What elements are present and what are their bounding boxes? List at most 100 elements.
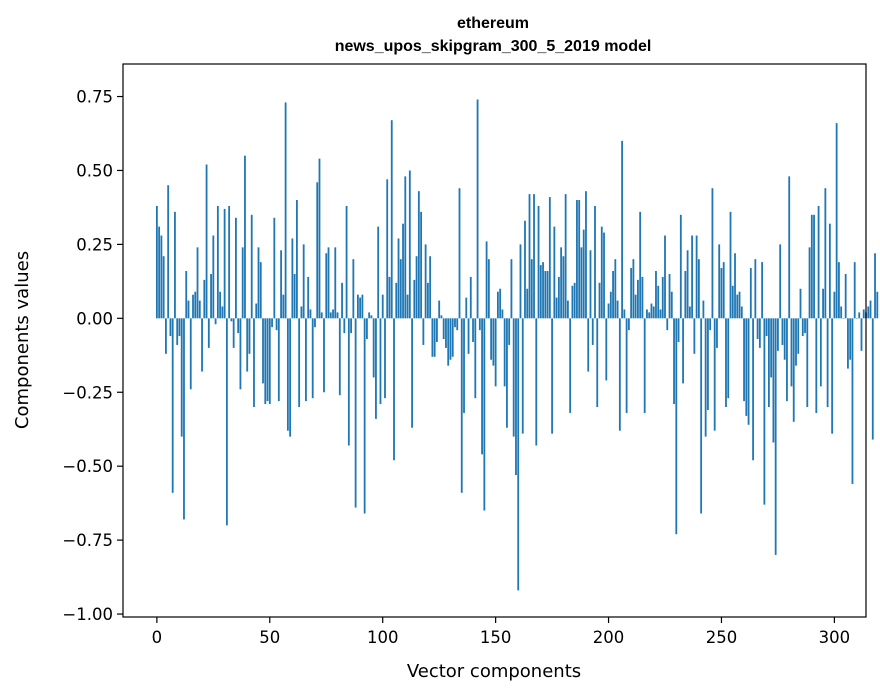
bar [458,188,461,319]
bar [268,318,271,405]
bar [582,229,585,319]
bar [621,140,623,319]
bar [350,318,352,334]
bar [591,318,594,345]
bar [445,318,447,348]
bar [528,194,531,319]
bar [332,309,334,319]
bar [756,318,759,340]
bar [783,318,786,360]
x-tick-label: 100 [367,628,399,647]
bar [573,282,576,319]
bar [377,226,380,319]
bar [716,318,718,348]
bar [356,294,359,319]
bar [605,318,608,381]
bar [255,303,258,319]
bar [354,318,357,508]
bar [795,318,797,366]
bar [237,318,240,334]
bar [158,226,161,319]
bar [183,318,185,520]
bar [860,318,863,351]
y-tick-label: −0.75 [62,531,113,550]
bar [395,282,398,319]
bar [363,318,366,514]
bar [867,306,870,319]
bar [456,318,459,331]
bar [657,285,660,319]
bar [695,235,698,319]
bar [616,300,619,319]
bar [752,318,754,461]
bar [492,318,495,366]
bar [169,318,172,337]
bar [585,191,587,319]
bar [474,318,477,399]
bar [828,223,831,319]
bar [774,318,777,555]
bar [515,318,517,476]
bar [634,294,637,319]
bar [210,273,212,319]
bar [487,259,490,319]
bar [162,256,165,319]
bar [225,318,228,526]
bar [411,318,413,428]
bar [659,309,662,319]
bar [338,318,341,396]
bar [530,259,533,319]
bar [239,318,242,390]
bar [420,211,423,319]
bar [508,318,511,345]
bar [368,312,371,319]
bar [359,297,362,319]
bar [632,259,635,319]
bar [219,291,222,319]
bar [198,300,201,319]
bar [655,271,657,319]
bar [512,318,515,437]
y-tick-label: −0.50 [62,457,113,476]
bar [625,318,628,413]
bar [244,155,246,319]
bar [223,208,226,319]
bar [201,318,203,372]
bar [221,306,224,319]
bar [203,279,206,319]
bar [786,318,788,402]
bar [246,318,249,372]
bar [440,315,443,319]
bar [424,244,427,319]
bar [413,279,416,319]
bar [336,312,339,319]
bar [542,262,544,319]
bar [709,318,712,331]
bar [630,268,633,319]
bar [262,318,264,384]
bar [580,247,583,319]
bar [379,318,382,405]
bar [361,294,364,319]
bar [826,318,829,408]
bar [546,271,549,319]
bar [476,99,479,319]
bar [722,262,725,319]
bar [553,226,556,319]
bar [874,253,876,319]
bar [366,318,368,340]
bar [293,273,296,319]
bar [499,288,502,319]
bar [503,318,506,387]
bar-series [155,99,879,591]
bar [216,205,219,319]
y-axis-ticks: −1.00 −0.75 −0.50 −0.25 0.00 0.25 0.50 0.75 [62,88,123,624]
bar [806,318,809,408]
bar [639,211,642,319]
bar [160,235,163,319]
bar [318,158,321,319]
bar [810,214,813,319]
bar [228,205,231,319]
bar [740,306,743,319]
bar [207,318,210,348]
